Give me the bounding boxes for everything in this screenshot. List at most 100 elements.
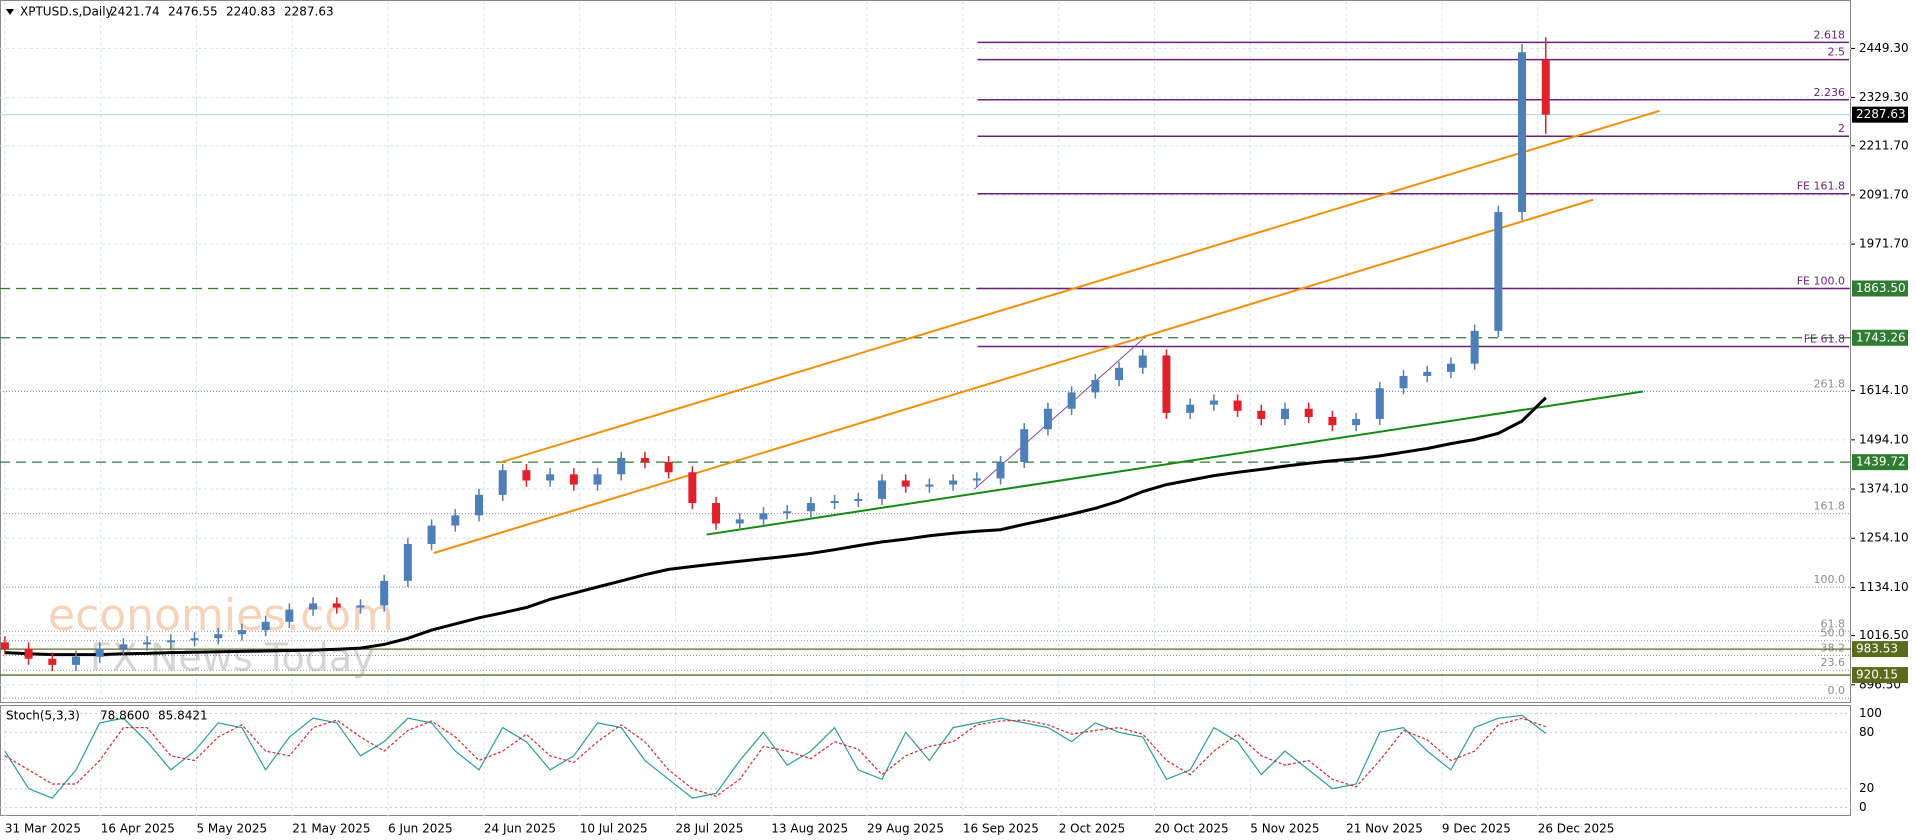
fib-label: 2 <box>1838 122 1845 135</box>
candle-body <box>332 603 341 608</box>
stoch-k-value: 78.8600 <box>100 709 150 723</box>
candle-body <box>1186 404 1195 413</box>
fib-label: FE 161.8 <box>1797 180 1845 193</box>
y-tick-label: 2091.70 <box>1859 187 1909 201</box>
ohlc-high: 2476.55 <box>168 5 218 19</box>
candle-body <box>356 605 365 608</box>
stoch-tick-label: 0 <box>1859 800 1867 814</box>
stoch-name: Stoch(5,3,3) <box>6 709 80 723</box>
candle-body <box>427 525 436 544</box>
y-tick-label: 2329.30 <box>1859 90 1909 104</box>
x-tick-label: 29 Aug 2025 <box>867 822 944 836</box>
candle-body <box>759 513 768 520</box>
x-tick-label: 5 May 2025 <box>196 822 267 836</box>
y-tick-label: 2211.70 <box>1859 138 1909 152</box>
candle-body <box>877 480 886 499</box>
candle-body <box>1020 429 1029 463</box>
candle-body <box>1043 408 1052 430</box>
candle-body <box>593 474 602 485</box>
candle-body <box>1541 59 1550 115</box>
x-tick-label: 5 Nov 2025 <box>1250 822 1319 836</box>
y-tick-label: 1971.70 <box>1859 237 1909 251</box>
candle-body <box>1494 212 1503 331</box>
price-box-label: 1863.50 <box>1856 281 1906 295</box>
candle-body <box>237 630 246 635</box>
candle-body <box>285 609 294 622</box>
retracement-label: 61.8 <box>1821 617 1846 630</box>
fib-label: 2.5 <box>1828 46 1846 59</box>
candle-body <box>1091 380 1100 393</box>
axis-layer: 2449.30 2329.30 2211.70 2091.70 1971.70 1614.… <box>5 41 1909 836</box>
candle-body <box>1399 375 1408 389</box>
current-price-label: 2287.63 <box>1856 107 1906 121</box>
fib-label: 2.236 <box>1814 86 1846 99</box>
candle-body <box>783 511 792 514</box>
x-tick-label: 28 Jul 2025 <box>675 822 743 836</box>
price-box <box>1852 454 1908 471</box>
x-tick-label: 16 Sep 2025 <box>963 822 1039 836</box>
candle-body <box>996 462 1005 479</box>
candle-body <box>1375 388 1384 420</box>
candle-body <box>1446 363 1455 372</box>
current-price-box <box>1852 106 1908 123</box>
candle-body <box>546 474 555 481</box>
x-tick-label: 21 May 2025 <box>292 822 370 836</box>
candle-body <box>830 500 839 504</box>
price-box <box>1852 667 1908 684</box>
x-tick-label: 20 Oct 2025 <box>1154 822 1228 836</box>
candle-body <box>735 519 744 524</box>
x-tick-label: 16 Apr 2025 <box>101 822 175 836</box>
candle-body <box>1257 410 1266 420</box>
menu-arrow[interactable] <box>6 9 14 15</box>
retracement-label: 50.0 <box>1821 627 1846 640</box>
trend-line <box>706 390 1644 536</box>
candle-body <box>403 543 412 581</box>
price-box-label: 1743.26 <box>1856 330 1906 344</box>
candle-body <box>309 603 318 610</box>
stoch-k-line <box>4 714 1547 799</box>
x-tick-label: 31 Mar 2025 <box>5 822 81 836</box>
candle-body <box>854 498 863 501</box>
candle-body <box>95 648 104 657</box>
stoch-panel <box>0 705 1851 816</box>
candle-body <box>0 642 9 649</box>
candle-body <box>949 480 958 485</box>
candle-body <box>1352 419 1361 426</box>
stoch-tick-label: 20 <box>1859 781 1874 795</box>
levels-layer: 261.8 161.8 100.0 61.850.038.2 23.6 0.0 2.618 2… <box>0 28 1851 699</box>
candle-body <box>214 634 223 639</box>
retracement-label: 161.8 <box>1814 500 1846 513</box>
trend-line <box>500 109 1660 464</box>
candle-body <box>1067 392 1076 409</box>
x-tick-label: 2 Oct 2025 <box>1059 822 1126 836</box>
candle-body <box>1138 355 1147 368</box>
price-box-label: 920.15 <box>1856 668 1898 682</box>
retracement-label: 23.6 <box>1821 656 1846 669</box>
candle-body <box>1115 367 1124 381</box>
symbol: XPTUSD.s,Daily <box>20 5 113 19</box>
fib-label: FE 100.0 <box>1797 274 1845 287</box>
y-tick-label: 1614.10 <box>1859 383 1909 397</box>
candle-body <box>1518 52 1527 213</box>
grid-layer <box>0 1 1851 816</box>
price-box-label: 1439.72 <box>1856 455 1906 469</box>
main-panel <box>0 0 1851 703</box>
candle-body <box>522 470 531 481</box>
price-layer <box>0 37 1660 799</box>
candle-body <box>380 580 389 606</box>
candle-body <box>1423 371 1432 376</box>
candle-body <box>143 642 152 645</box>
candle-body <box>972 478 981 481</box>
y-tick-label: 1254.10 <box>1859 531 1909 545</box>
stoch-tick-label: 80 <box>1859 725 1874 739</box>
candle-body <box>48 658 57 665</box>
fib-label: FE 61.8 <box>1804 332 1845 345</box>
x-tick-label: 10 Jul 2025 <box>580 822 648 836</box>
x-tick-label: 24 Jun 2025 <box>484 822 556 836</box>
candle-body <box>261 621 270 631</box>
candle-body <box>1280 408 1289 420</box>
retracement-label: 0.0 <box>1828 684 1846 697</box>
retracement-label: 261.8 <box>1814 378 1846 391</box>
candle-body <box>617 457 626 475</box>
stoch-d-value: 85.8421 <box>158 709 208 723</box>
